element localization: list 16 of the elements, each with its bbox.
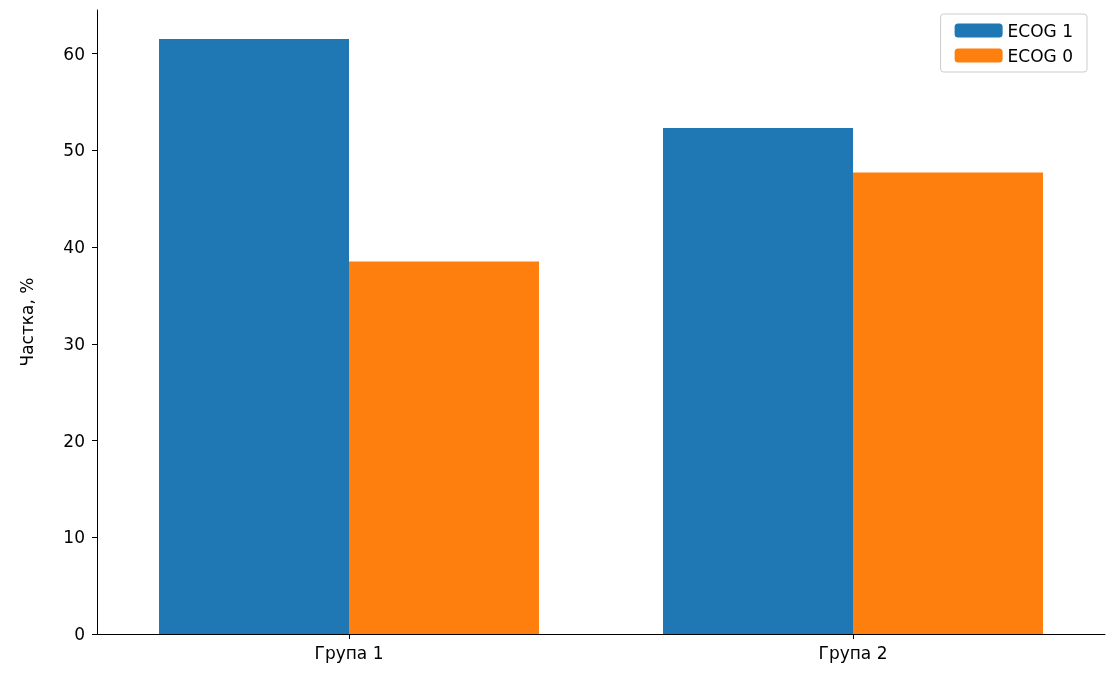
y-tick-label: 10 xyxy=(63,527,85,548)
y-tick-label: 30 xyxy=(63,333,85,354)
y-tick-label: 50 xyxy=(63,140,85,161)
bar xyxy=(663,128,853,634)
y-tick-label: 20 xyxy=(63,430,85,451)
y-axis-title: Частка, % xyxy=(16,277,37,367)
bar xyxy=(349,261,539,634)
y-tick-label: 60 xyxy=(63,43,85,64)
bar xyxy=(853,172,1043,634)
legend-label: ECOG 1 xyxy=(1007,20,1074,41)
legend-label: ECOG 0 xyxy=(1007,45,1074,66)
x-tick-label: Група 1 xyxy=(314,642,384,663)
bar xyxy=(159,39,349,634)
y-tick-label: 40 xyxy=(63,237,85,258)
x-tick-label: Група 2 xyxy=(818,642,888,663)
y-tick-label: 0 xyxy=(74,624,85,644)
